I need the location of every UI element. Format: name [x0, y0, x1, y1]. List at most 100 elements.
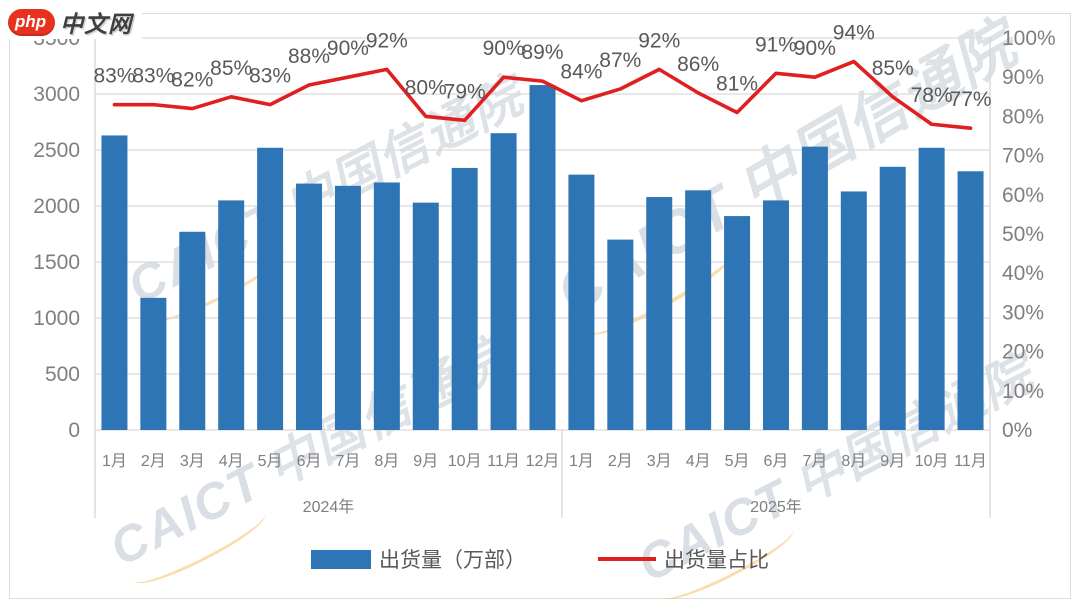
month-label: 4月: [219, 453, 244, 470]
month-label: 8月: [374, 453, 399, 470]
right-axis-tick: 30%: [1002, 301, 1044, 324]
share-data-label: 94%: [833, 22, 875, 45]
bar-2025-8月: [840, 191, 867, 430]
share-trend-line: [112, 59, 973, 130]
share-data-label: 91%: [755, 33, 797, 56]
month-label: 3月: [647, 453, 672, 470]
bar-2024-3月: [179, 231, 206, 430]
right-axis-tick: 40%: [1002, 262, 1044, 285]
bar-2024-12月: [529, 85, 556, 430]
month-label: 8月: [841, 453, 866, 470]
bar-2025-1月: [568, 174, 595, 430]
month-label: 2月: [608, 453, 633, 470]
month-label: 2月: [141, 453, 166, 470]
month-label: 1月: [569, 453, 594, 470]
bar-2024-7月: [334, 185, 361, 430]
bar-2024-9月: [412, 202, 439, 430]
bar-2025-10月: [918, 147, 945, 430]
left-axis-tick: 0: [68, 419, 80, 442]
left-axis-tick: 3000: [33, 83, 80, 106]
right-axis-tick: 90%: [1002, 66, 1044, 89]
share-data-label: 90%: [327, 37, 369, 60]
right-axis-tick: 100%: [1002, 27, 1056, 50]
right-axis-tick: 80%: [1002, 105, 1044, 128]
chart-border: [9, 13, 1071, 599]
bar-2025-9月: [879, 166, 906, 431]
bar-series-swatch: [311, 549, 371, 569]
bar-2024-10月: [451, 167, 478, 431]
chart-legend: 出货量（万部） 出货量占比: [0, 544, 1080, 574]
share-data-label: 83%: [93, 65, 135, 88]
share-data-label: 86%: [677, 53, 719, 76]
share-data-label: 85%: [210, 57, 252, 80]
share-data-label: 83%: [249, 65, 291, 88]
share-data-label: 83%: [132, 65, 174, 88]
bar-2025-7月: [801, 146, 828, 430]
share-data-label: 90%: [794, 37, 836, 60]
share-data-label: 78%: [911, 84, 953, 107]
right-axis-tick: 60%: [1002, 184, 1044, 207]
bar-2024-6月: [296, 183, 323, 430]
month-label: 11月: [954, 453, 987, 470]
month-label: 9月: [880, 453, 905, 470]
right-axis-tick: 20%: [1002, 341, 1044, 364]
share-data-label: 81%: [716, 72, 758, 95]
right-axis-tick: 70%: [1002, 145, 1044, 168]
month-label: 9月: [413, 453, 438, 470]
share-data-label: 80%: [405, 76, 447, 99]
month-label: 11月: [487, 453, 520, 470]
bar-2025-2月: [607, 239, 634, 430]
legend-item-shipments: 出货量（万部）: [311, 544, 526, 574]
right-axis-tick: 0%: [1002, 419, 1032, 442]
line-series-label: 出货量占比: [664, 549, 769, 572]
month-label: 4月: [686, 453, 711, 470]
month-label: 3月: [180, 453, 205, 470]
month-label: 5月: [258, 453, 283, 470]
left-axis-tick: 500: [45, 363, 80, 386]
bar-2025-11月: [957, 171, 984, 430]
bar-2024-11月: [490, 133, 517, 430]
share-data-label: 84%: [560, 61, 602, 84]
bar-2024-1月: [101, 135, 128, 430]
share-data-label: 87%: [599, 49, 641, 72]
month-label: 7月: [802, 453, 827, 470]
left-axis-tick: 2500: [33, 139, 80, 162]
month-label: 7月: [335, 453, 360, 470]
share-data-label: 90%: [483, 37, 525, 60]
share-data-label: 79%: [444, 80, 486, 103]
share-data-label: 92%: [638, 29, 680, 52]
php-cn-logo: php 中文网: [6, 5, 143, 39]
share-data-label: 89%: [521, 41, 563, 64]
share-data-label: 88%: [288, 45, 330, 68]
month-label: 5月: [725, 453, 750, 470]
month-label: 6月: [297, 453, 322, 470]
bar-2024-4月: [218, 200, 245, 430]
bar-2024-5月: [257, 147, 284, 430]
php-logo-badge: php: [8, 8, 56, 36]
share-data-label: 92%: [366, 29, 408, 52]
bar-2025-6月: [762, 200, 789, 430]
bar-2024-2月: [140, 297, 167, 430]
right-axis-tick: 50%: [1002, 223, 1044, 246]
bar-2025-5月: [724, 216, 751, 430]
right-axis-tick: 10%: [1002, 380, 1044, 403]
bar-2024-8月: [373, 182, 400, 430]
month-label: 12月: [526, 453, 560, 470]
bar-2025-4月: [685, 190, 712, 430]
month-label: 6月: [764, 453, 789, 470]
left-axis-tick: 1000: [33, 307, 80, 330]
year-label: 2024年: [303, 498, 355, 516]
left-axis-tick: 1500: [33, 251, 80, 274]
year-label: 2025年: [750, 498, 802, 516]
month-label: 1月: [102, 453, 127, 470]
bar-series-label: 出货量（万部）: [379, 549, 526, 572]
month-label: 10月: [448, 453, 482, 470]
month-label: 10月: [915, 453, 949, 470]
legend-item-share: 出货量占比: [598, 544, 769, 574]
logo-site-name: 中文网: [60, 11, 133, 37]
share-data-label: 82%: [171, 69, 213, 92]
bar-2025-3月: [646, 197, 673, 430]
line-series-swatch: [598, 557, 656, 561]
